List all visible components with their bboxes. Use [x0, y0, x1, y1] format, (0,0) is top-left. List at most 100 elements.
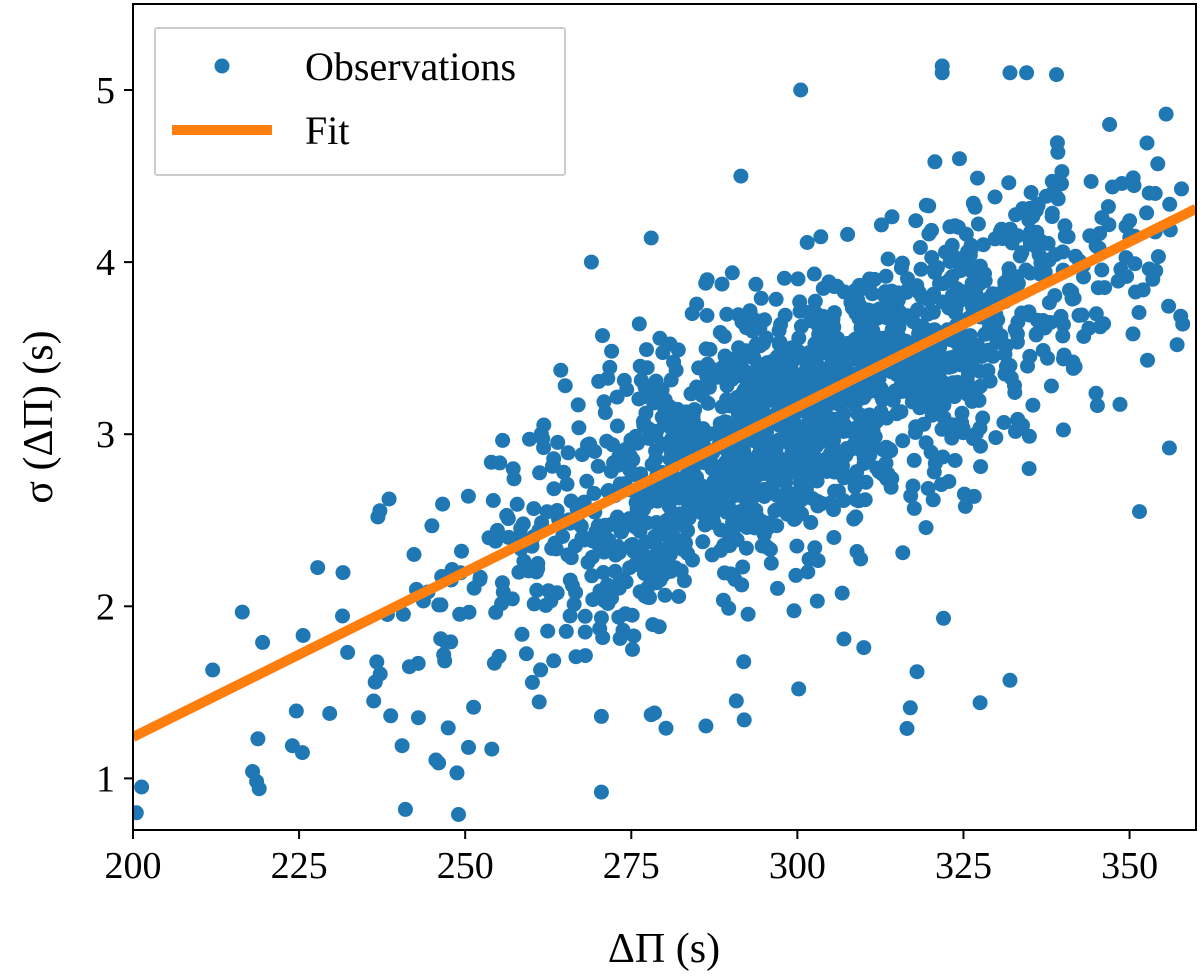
observation-points	[133, 58, 1191, 822]
observation-point	[789, 538, 805, 554]
observation-point	[629, 496, 645, 512]
observation-point	[880, 251, 896, 267]
observation-point	[583, 254, 599, 270]
observation-point	[536, 417, 552, 433]
observation-point	[768, 502, 784, 518]
observation-point	[1110, 273, 1126, 289]
observation-point	[636, 417, 652, 433]
y-axis-title: σ (ΔΠ) (s)	[16, 330, 62, 503]
observation-point	[921, 198, 937, 214]
observation-point	[891, 316, 907, 332]
observation-point	[397, 801, 413, 817]
observation-point	[763, 555, 779, 571]
observation-point	[851, 277, 867, 293]
observation-point	[335, 565, 351, 581]
observation-point	[698, 495, 714, 511]
observation-point	[972, 695, 988, 711]
observation-point	[605, 437, 621, 453]
observation-point	[372, 503, 388, 519]
observation-point	[765, 353, 780, 369]
observation-point	[753, 290, 769, 306]
observation-point	[560, 547, 576, 563]
observation-point	[800, 304, 816, 320]
observation-point	[723, 566, 739, 582]
observation-point	[593, 784, 609, 800]
observation-point	[827, 483, 843, 499]
observation-point	[593, 610, 609, 626]
observation-point	[1102, 117, 1118, 132]
observation-point	[735, 559, 751, 575]
observation-point	[395, 606, 411, 622]
observation-point	[625, 641, 640, 657]
observation-point	[1037, 264, 1053, 280]
observation-point	[558, 623, 574, 639]
observation-point	[858, 409, 874, 425]
observation-point	[698, 341, 714, 357]
observation-point	[452, 606, 468, 622]
observation-point	[849, 464, 865, 480]
observation-point	[975, 237, 991, 253]
observation-point	[671, 589, 687, 604]
observation-point	[1161, 298, 1177, 314]
observation-point	[1055, 244, 1071, 260]
observation-point	[369, 654, 385, 670]
observation-point	[622, 560, 638, 576]
observation-point	[1038, 188, 1054, 204]
observation-point	[847, 479, 863, 495]
observation-point	[381, 491, 397, 507]
observation-point	[250, 731, 266, 747]
observation-point	[699, 272, 715, 288]
observation-point	[1041, 252, 1057, 268]
observation-point	[850, 292, 866, 308]
observation-point	[1009, 326, 1025, 342]
observation-point	[639, 342, 654, 358]
observation-point	[134, 779, 150, 795]
observation-point	[728, 464, 744, 480]
observation-point	[518, 646, 534, 662]
observation-point	[724, 265, 740, 281]
observation-point	[631, 391, 647, 407]
observation-point	[734, 577, 750, 593]
observation-point	[906, 500, 922, 516]
legend: Observations Fit	[154, 27, 566, 176]
observation-point	[806, 266, 822, 282]
observation-point	[719, 306, 735, 322]
observation-point	[406, 547, 422, 562]
observation-point	[893, 404, 909, 420]
observation-point	[595, 630, 611, 646]
observation-point	[255, 634, 271, 650]
x-tick-label: 275	[603, 845, 660, 887]
observation-point	[1092, 319, 1108, 335]
observation-point	[965, 359, 981, 375]
observation-point	[1008, 423, 1023, 439]
observation-point	[547, 535, 563, 551]
observation-point	[755, 461, 771, 477]
observation-point	[699, 308, 715, 323]
plot-frame	[132, 3, 1197, 831]
observation-point	[936, 610, 951, 626]
observation-point	[1010, 228, 1026, 244]
observation-point	[1074, 307, 1090, 323]
observation-point	[884, 209, 900, 225]
axis-ticks: 200 225 250 275 300 325 350 1 2 3 4 5	[96, 70, 1158, 887]
observation-point	[1162, 196, 1178, 212]
observation-point	[609, 389, 625, 405]
x-tick-label: 250	[437, 845, 494, 887]
observation-point	[1139, 205, 1155, 221]
observation-point	[786, 464, 802, 480]
observation-point	[526, 596, 542, 612]
observation-point	[401, 659, 417, 675]
observation-point	[1035, 313, 1051, 328]
observation-point	[753, 441, 768, 457]
observation-point	[546, 451, 562, 467]
observation-point	[657, 587, 673, 603]
observation-point	[944, 237, 960, 253]
observation-point	[1049, 189, 1065, 205]
observation-point	[604, 343, 620, 359]
observation-point	[590, 458, 606, 474]
observation-point	[882, 441, 898, 457]
observation-point	[562, 572, 578, 588]
observation-point	[996, 415, 1012, 430]
observation-point	[697, 360, 713, 376]
